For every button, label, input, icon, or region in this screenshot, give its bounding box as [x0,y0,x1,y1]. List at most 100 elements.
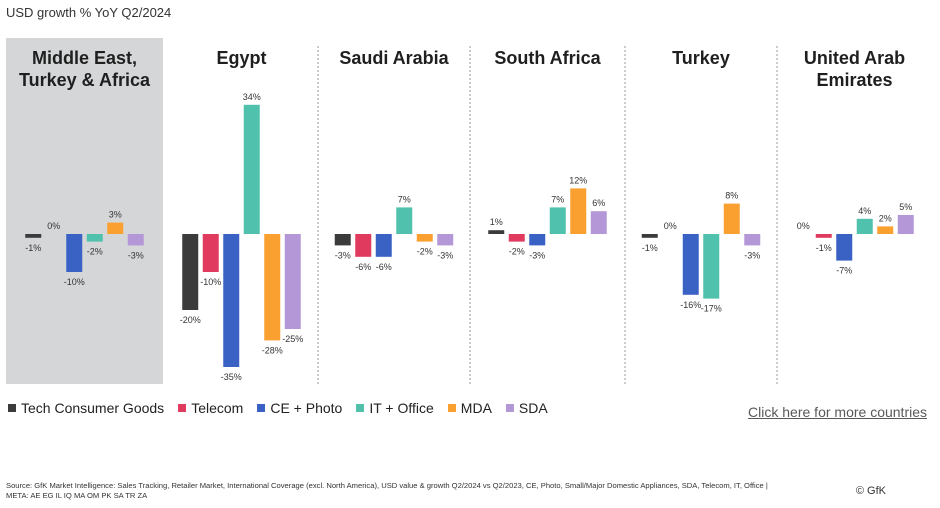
data-label: -3% [744,250,760,260]
highlight-panel [6,38,163,384]
data-label: -6% [376,262,392,272]
bar [66,234,83,272]
copyright: © GfK [855,485,886,497]
data-label: -3% [128,250,144,260]
data-label: -7% [836,266,852,276]
bar [549,207,566,234]
data-label: -10% [200,277,221,287]
legend-swatch [257,404,266,412]
more-countries-link[interactable]: Click here for more countries [748,404,927,420]
bar [815,234,832,238]
data-label: 2% [879,213,892,223]
legend-label: Telecom [191,400,244,416]
bar [25,234,42,238]
source-line-2: META: AE EG IL IQ MA OM PK SA TR ZA [6,491,148,500]
legend-item: SDA [505,400,548,416]
data-label: -2% [417,247,433,257]
group-title: Egypt [216,48,266,68]
legend-swatch [505,404,514,412]
data-label: -10% [64,277,85,287]
bar [243,104,260,234]
data-label: 34% [243,92,261,102]
data-label: 12% [569,175,587,185]
bar [107,222,124,234]
legend-item: IT + Office [356,400,434,416]
data-label: 1% [490,217,503,227]
data-label: 7% [551,194,564,204]
group-title: Emirates [816,70,892,90]
bar [682,234,699,295]
bar [703,234,720,299]
data-label: 0% [797,221,810,231]
data-label: 3% [109,210,122,220]
data-label: -16% [680,300,701,310]
data-label: 8% [725,191,738,201]
data-label: 6% [592,198,605,208]
bar [284,234,301,329]
legend-item: CE + Photo [257,400,342,416]
bar [355,234,372,257]
legend-label: MDA [460,400,492,416]
group-title: Turkey & Africa [19,70,151,90]
group-title: Turkey [672,48,730,68]
data-label: -25% [282,334,303,344]
legend-swatch [356,404,365,412]
legend-swatch [8,404,16,412]
bar [641,234,658,238]
bar [744,234,761,246]
bar [334,234,351,246]
legend-label: IT + Office [369,400,434,416]
bar [86,234,103,242]
group-title: Middle East, [32,48,137,68]
group-title: Saudi Arabia [339,48,449,68]
source-line-1: Source: GfK Market Intelligence: Sales T… [6,481,768,490]
legend-item: Telecom [178,400,243,416]
data-label: -3% [529,250,545,260]
data-label: -2% [87,247,103,257]
data-label: -3% [335,250,351,260]
bar [182,234,199,310]
legend-swatch [178,404,187,412]
bar [897,215,914,234]
chart-title: USD growth % YoY Q2/2024 [6,5,172,20]
data-label: -2% [509,247,525,257]
bar [223,234,240,367]
legend: Tech Consumer Goods Telecom CE + Photo IT +… [8,400,562,416]
data-label: -35% [221,372,242,382]
legend-swatch [447,404,456,412]
bar [856,218,873,234]
group-title: United Arab [804,48,905,68]
bar [570,188,587,234]
legend-item: Tech Consumer Goods [8,400,164,416]
bar [488,230,505,234]
group-title: South Africa [494,48,601,68]
bar [375,234,392,257]
bar [416,234,433,242]
bar [264,234,281,341]
data-label: -17% [701,304,722,314]
bar [723,203,740,234]
data-label: -1% [25,243,41,253]
data-label: -1% [816,243,832,253]
bar [396,207,413,234]
data-label: -20% [180,315,201,325]
bar [127,234,144,246]
bar [836,234,853,261]
data-label: 5% [899,202,912,212]
data-label: 0% [47,221,60,231]
data-label: 0% [664,221,677,231]
bar [877,226,894,234]
data-label: -28% [262,345,283,355]
bar-chart: Middle East,Turkey & Africa -1% 0% -10% -2% 3… [6,38,914,384]
data-label: -6% [355,262,371,272]
data-label: 4% [858,206,871,216]
bar [590,211,607,234]
data-label: 7% [398,194,411,204]
bar [437,234,454,246]
bar [202,234,219,272]
data-label: -3% [437,250,453,260]
legend-label: CE + Photo [270,400,343,416]
bar [529,234,546,246]
legend-label: Tech Consumer Goods [21,400,165,416]
source-note: Source: GfK Market Intelligence: Sales T… [6,481,826,501]
